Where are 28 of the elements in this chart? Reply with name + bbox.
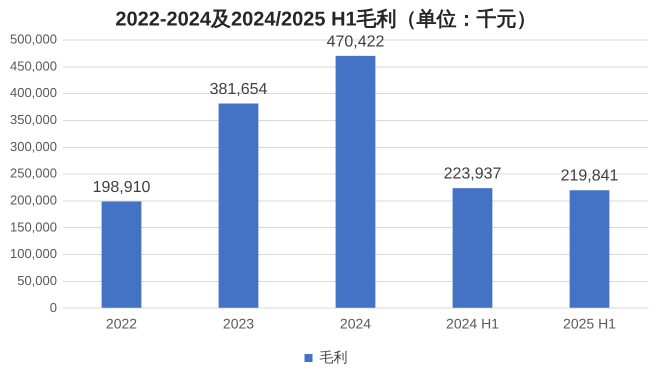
x-tick-label: 2024 H1 <box>446 315 500 332</box>
bar <box>570 190 610 308</box>
data-label: 381,654 <box>210 80 268 98</box>
y-tick-label: 450,000 <box>10 58 57 74</box>
y-tick-label: 0 <box>50 300 57 315</box>
x-tick-label: 2025 H1 <box>563 315 616 332</box>
y-tick-label: 250,000 <box>10 166 57 181</box>
bar <box>102 202 142 308</box>
y-tick-label: 50,000 <box>17 272 57 288</box>
legend-label: 毛利 <box>320 348 348 365</box>
bar <box>218 103 258 308</box>
y-tick-label: 100,000 <box>10 246 57 262</box>
x-tick-label: 2022 <box>106 315 138 332</box>
chart-title: 2022-2024及2024/2025 H1毛利（单位：千元） <box>115 8 537 31</box>
y-tick-label: 350,000 <box>10 112 57 128</box>
bar <box>336 56 376 308</box>
y-tick-label: 400,000 <box>10 85 57 100</box>
x-tick-label: 2024 <box>340 315 372 332</box>
data-label: 470,422 <box>326 33 385 50</box>
data-label: 223,937 <box>444 165 502 182</box>
data-label: 219,841 <box>560 168 619 185</box>
bar <box>452 188 492 308</box>
y-tick-label: 300,000 <box>10 138 57 154</box>
y-tick-label: 500,000 <box>10 32 57 47</box>
data-label: 198,910 <box>92 178 151 196</box>
y-tick-label: 150,000 <box>10 219 57 234</box>
y-tick-label: 200,000 <box>10 192 57 208</box>
x-tick-label: 2023 <box>222 315 254 332</box>
